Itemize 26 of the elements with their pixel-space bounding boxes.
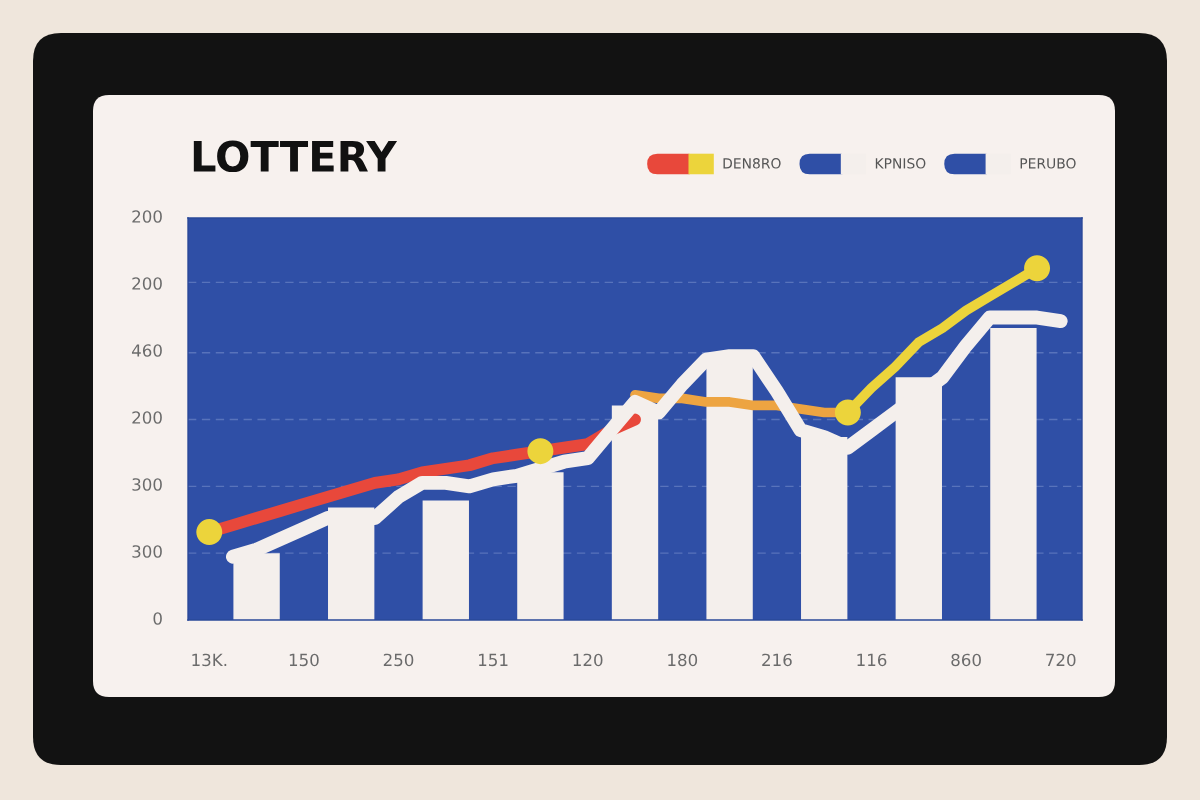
x-tick-label: 120	[573, 653, 603, 667]
text: 300	[132, 478, 162, 491]
text: 200	[132, 277, 162, 290]
x-tick-label: 150	[289, 653, 319, 667]
x-tick-label: 116	[857, 653, 887, 667]
x-tick-label: 180	[668, 653, 698, 667]
chart-title: LOTTERY	[193, 140, 398, 173]
x-tick-label: 13K.	[192, 653, 227, 667]
bar	[422, 500, 469, 620]
text: 460	[131, 344, 162, 357]
x-tick-label: 250	[383, 653, 414, 667]
text: 200	[132, 210, 162, 223]
x-tick-label: 860	[951, 653, 981, 667]
legend-label: KPNISO	[875, 158, 926, 169]
text: 0	[153, 612, 162, 625]
legend-label: PERUBO	[1020, 158, 1076, 169]
point	[196, 519, 223, 546]
point	[1024, 255, 1051, 282]
x-tick-label: 151	[479, 653, 508, 667]
point	[834, 399, 861, 426]
legend-label: DEN8RO	[723, 158, 781, 169]
x-tick-label: 720	[1046, 653, 1076, 667]
x-tick-label: 216	[762, 653, 792, 667]
text: 300	[132, 545, 162, 558]
point	[527, 438, 554, 465]
text: 200	[132, 411, 162, 424]
